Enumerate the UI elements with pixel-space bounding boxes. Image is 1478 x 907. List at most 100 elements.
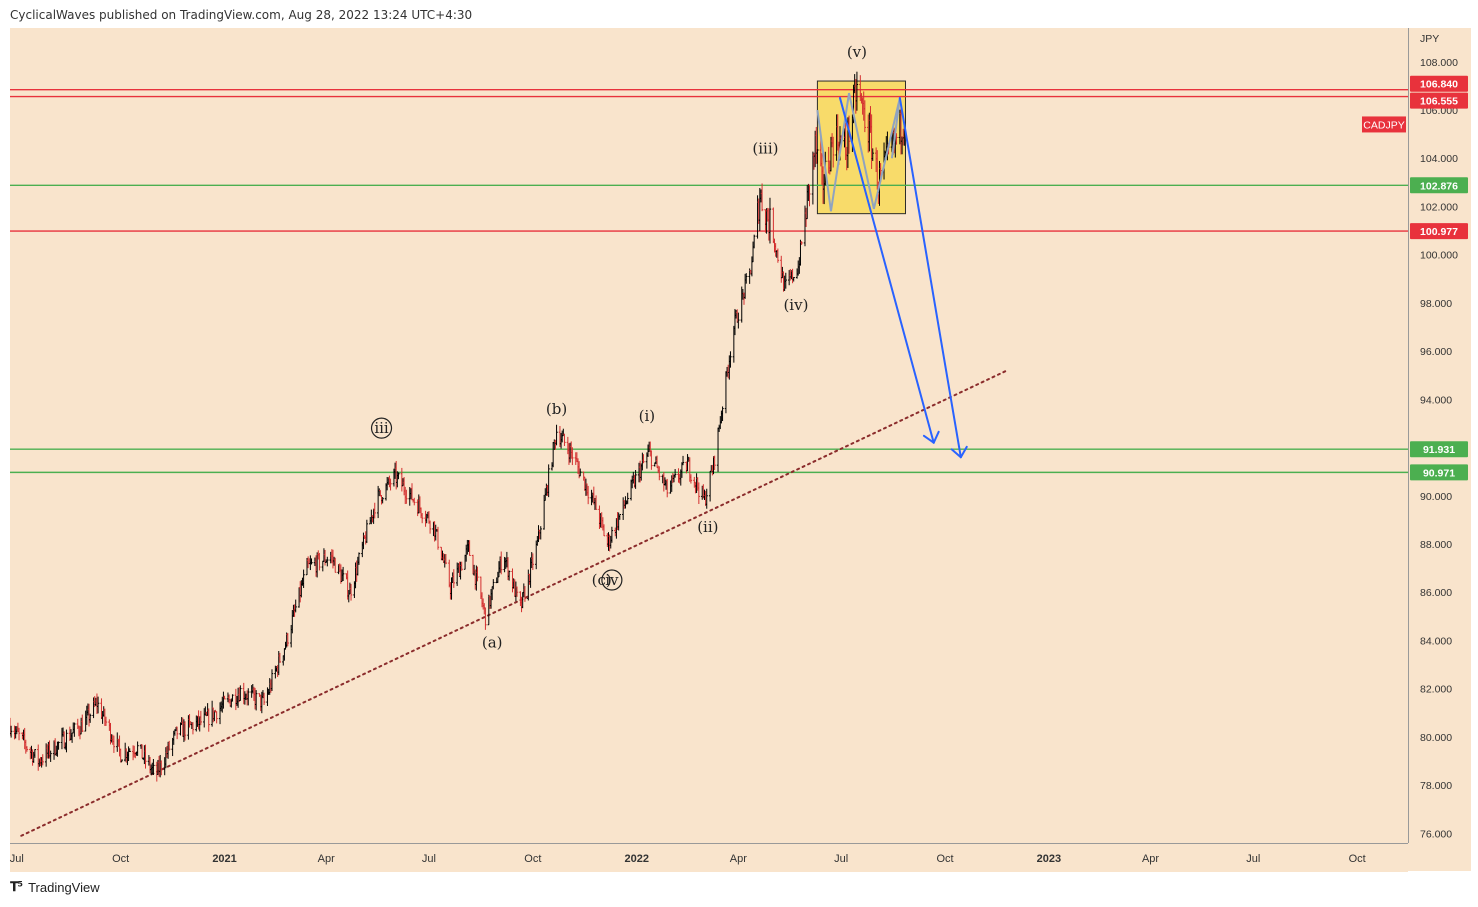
level-price-tag-text: 106.840 (1420, 79, 1458, 91)
ohlc-bar-486 (776, 248, 780, 263)
ohlc-bar-171 (278, 652, 282, 663)
ohlc-bar-461 (737, 312, 740, 329)
ohlc-bars (10, 71, 906, 782)
price-tick-label: 100.000 (1420, 250, 1458, 262)
projection-arrow-head (922, 434, 935, 444)
ohlc-bar-406 (650, 450, 653, 470)
ohlc-bar-311 (500, 551, 503, 575)
ohlc-bar-291 (468, 540, 471, 557)
time-tick-label: Apr (318, 853, 335, 865)
price-tick-label: 96.000 (1420, 346, 1452, 358)
ohlc-bar-441 (705, 488, 708, 509)
ohlc-bar-281 (452, 569, 455, 588)
ohlc-bar-501 (800, 241, 803, 245)
ohlc-bar-16 (33, 749, 37, 758)
level-price-tag-bg (1410, 75, 1468, 92)
ohlc-bar-241 (389, 478, 392, 491)
wave-label-5: (i) (639, 407, 656, 425)
projection-arrow-head (959, 445, 968, 459)
symbol-tag: CADJPY (1362, 116, 1406, 133)
price-tick-label: 86.000 (1420, 587, 1452, 599)
trendline (20, 369, 1009, 837)
wave-label-4: (b) (546, 400, 567, 418)
projection-arrow-1 (898, 96, 968, 459)
ohlc-bar-197 (321, 560, 324, 572)
ohlc-bar-341 (547, 464, 550, 498)
ohlc-bar-21 (41, 754, 44, 766)
price-tick-label: 82.000 (1420, 684, 1452, 696)
time-tick-label: Jul (834, 853, 848, 865)
time-tick-label: Jul (10, 853, 24, 865)
ohlc-bar-376 (602, 524, 606, 537)
ohlc-bar-26 (49, 750, 52, 762)
ohlc-bar-356 (571, 447, 574, 466)
level-price-tag-text: 100.977 (1420, 226, 1458, 238)
ohlc-bar-166 (270, 669, 274, 692)
ohlc-bar-146 (239, 685, 242, 702)
ohlc-bar-216 (349, 583, 353, 601)
time-tick-label: Apr (1142, 853, 1159, 865)
wave-label-text: (v) (847, 43, 867, 61)
projection-arrow-0 (838, 96, 940, 444)
ohlc-bar-451 (721, 406, 724, 422)
ohlc-bar-456 (729, 351, 732, 368)
ohlc-bar-246 (397, 472, 400, 480)
ohlc-bar-476 (760, 183, 764, 212)
wave-label-1: (iii) (752, 139, 778, 157)
price-tick-label: 108.000 (1420, 57, 1458, 69)
level-price-tag-bg (1410, 441, 1468, 458)
ohlc-bar-17 (37, 744, 40, 771)
ohlc-bar-471 (752, 234, 756, 249)
ohlc-bar-301 (484, 607, 487, 630)
ohlc-bar-296 (476, 566, 479, 582)
wave-label-0: (v) (847, 43, 867, 61)
ohlc-bar-211 (341, 566, 345, 582)
wave-label-text: (b) (546, 400, 567, 418)
time-tick-label: Oct (524, 853, 541, 865)
ohlc-bar-506 (808, 184, 811, 207)
ohlc-bar-331 (531, 553, 535, 571)
ohlc-bar-196 (318, 552, 321, 571)
ohlc-bar-482 (772, 207, 775, 244)
ohlc-bar-91 (152, 758, 155, 776)
level-price-tag-text: 91.931 (1423, 444, 1455, 456)
ohlc-bar-416 (666, 478, 669, 498)
level-price-tag-0: 106.840 (1410, 75, 1468, 92)
ohlc-bar-41 (73, 722, 76, 737)
ohlc-bar-391 (626, 492, 629, 505)
wave-label-text: (a) (482, 634, 503, 652)
ohlc-bar-436 (697, 482, 701, 504)
ohlc-bar-321 (515, 586, 519, 597)
ohlc-bar-546 (871, 148, 874, 161)
ohlc-bar-421 (673, 469, 677, 478)
time-tick-label: 2022 (624, 853, 648, 865)
ohlc-bar-66 (112, 735, 116, 753)
ohlc-bar-236 (381, 497, 384, 504)
footer-brand-label: TradingView (28, 880, 100, 895)
ohlc-bar-11 (25, 746, 29, 752)
ohlc-bar-126 (207, 708, 210, 732)
projection-arrow-head (932, 430, 940, 444)
ohlc-bar-31 (57, 741, 60, 750)
ohlc-bar-36 (65, 729, 68, 753)
ohlc-bar-306 (492, 579, 495, 590)
footer-brand[interactable]: 𝐓⁵ TradingView (10, 880, 100, 895)
time-axis-ticks: Jul Oct 2021 Apr Jul Oct 2022 Apr Jul Oct 2023 Apr J… (10, 853, 1366, 865)
ohlc-bar-426 (681, 455, 685, 466)
ohlc-bar-316 (507, 570, 511, 581)
ohlc-bar-96 (160, 760, 163, 776)
ohlc-bar-251 (405, 489, 408, 504)
ohlc-bar-1 (10, 725, 13, 738)
ohlc-bar-371 (594, 495, 598, 510)
ohlc-bar-336 (539, 526, 542, 540)
ohlc-bar-151 (247, 688, 250, 706)
ohlc-bar-431 (689, 474, 693, 484)
level-price-tag-bg (1410, 223, 1468, 240)
chart-area[interactable]: (v) (iii) (iv) iii (b) (i) (ii) (c) iv (a) 76.000 7… (10, 28, 1471, 872)
ohlc-bar-191 (310, 558, 313, 565)
plot-area[interactable] (10, 28, 1408, 843)
ohlc-bar-106 (175, 726, 179, 740)
time-axis[interactable] (10, 843, 1408, 872)
ohlc-bar-231 (373, 502, 376, 519)
ohlc-bar-536 (855, 71, 859, 111)
